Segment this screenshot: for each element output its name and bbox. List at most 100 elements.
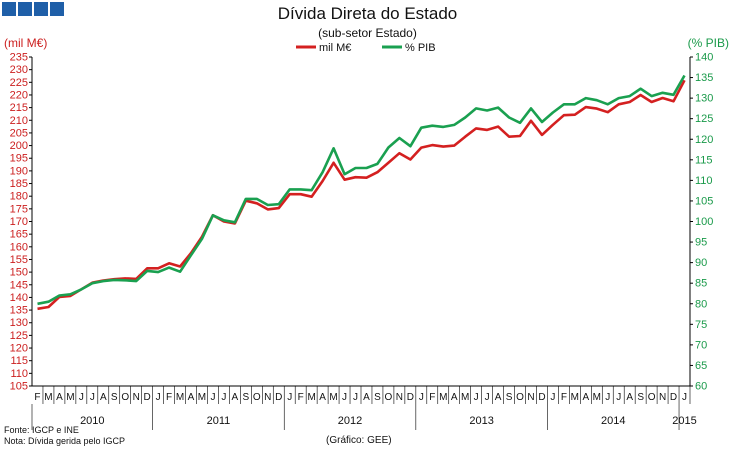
month-tick-label: A <box>232 392 239 403</box>
left-axis-tick-label: 225 <box>10 77 28 89</box>
month-tick-label: J <box>682 392 687 403</box>
left-axis-tick-label: 220 <box>10 89 28 101</box>
left-axis-tick-label: 230 <box>10 64 28 76</box>
month-tick-label: D <box>144 392 151 403</box>
left-axis-tick-label: 110 <box>10 368 28 380</box>
left-axis-tick-label: 200 <box>10 140 28 152</box>
month-tick-label: A <box>363 392 370 403</box>
month-tick-label: A <box>188 392 195 403</box>
right-axis-tick-label: 100 <box>695 216 713 228</box>
pib-series-line <box>37 74 686 306</box>
month-tick-label: S <box>506 392 513 403</box>
left-axis-tick-label: 170 <box>10 216 28 228</box>
month-tick-label: J <box>90 392 95 403</box>
month-tick-label: N <box>659 392 666 403</box>
managed-note: Nota: Dívida gerida pelo IGCP <box>4 436 126 446</box>
month-tick-label: D <box>538 392 545 403</box>
right-axis-tick-label: 85 <box>695 278 707 290</box>
legend-label-debt: mil M€ <box>319 42 351 54</box>
month-tick-label: A <box>319 392 326 403</box>
month-tick-label: F <box>166 392 172 403</box>
chart-credit: (Gráfico: GEE) <box>326 435 392 446</box>
month-tick-label: J <box>550 392 555 403</box>
left-axis-tick-label: 155 <box>10 254 28 266</box>
left-axis-tick-label: 160 <box>10 241 28 253</box>
right-axis-tick-label: 110 <box>695 175 713 187</box>
right-axis-tick-label: 80 <box>695 298 707 310</box>
year-label: 2013 <box>469 415 493 427</box>
month-tick-label: F <box>561 392 567 403</box>
year-label: 2015 <box>672 415 696 427</box>
year-label: 2010 <box>80 415 104 427</box>
right-axis-tick-label: 135 <box>695 72 713 84</box>
month-tick-label: M <box>439 392 447 403</box>
month-tick-label: O <box>516 392 524 403</box>
month-tick-label: J <box>210 392 215 403</box>
month-tick-label: N <box>133 392 140 403</box>
left-axis-tick-label: 215 <box>10 102 28 114</box>
left-axis-tick-label: 140 <box>10 292 28 304</box>
month-tick-label: N <box>264 392 271 403</box>
year-label: 2011 <box>207 415 231 427</box>
logo-block-4 <box>50 2 64 16</box>
left-axis-tick-label: 235 <box>10 52 28 64</box>
month-tick-label: O <box>253 392 261 403</box>
left-axis-tick-label: 135 <box>10 305 28 317</box>
month-tick-label: M <box>593 392 601 403</box>
month-tick-label: S <box>243 392 250 403</box>
month-tick-label: A <box>100 392 107 403</box>
debt-series-line <box>37 79 686 311</box>
left-axis-tick-label: 115 <box>10 355 28 367</box>
month-tick-label: D <box>670 392 677 403</box>
month-tick-label: M <box>571 392 579 403</box>
right-axis-tick-label: 140 <box>695 52 713 64</box>
month-tick-label: M <box>461 392 469 403</box>
month-tick-label: M <box>307 392 315 403</box>
month-tick-label: J <box>485 392 490 403</box>
month-tick-label: S <box>374 392 381 403</box>
month-tick-label: O <box>385 392 393 403</box>
right-axis-tick-label: 125 <box>695 113 713 125</box>
right-axis-tick-label: 95 <box>695 237 707 249</box>
right-axis-tick-label: 75 <box>695 319 707 331</box>
right-axis-tick-label: 105 <box>695 195 713 207</box>
left-axis-tick-label: 185 <box>10 178 28 190</box>
month-tick-label: S <box>637 392 644 403</box>
left-axis-tick-label: 130 <box>10 317 28 329</box>
left-axis-tick-label: 205 <box>10 127 28 139</box>
right-axis-tick-label: 65 <box>695 360 707 372</box>
left-axis-tick-label: 165 <box>10 229 28 241</box>
right-axis-tick-label: 70 <box>695 339 707 351</box>
month-tick-label: A <box>582 392 589 403</box>
month-tick-label: J <box>221 392 226 403</box>
month-tick-label: N <box>396 392 403 403</box>
right-axis-tick-label: 115 <box>695 154 713 166</box>
month-tick-label: A <box>451 392 458 403</box>
left-axis-tick-label: 120 <box>10 343 28 355</box>
month-tick-label: O <box>648 392 656 403</box>
month-tick-label: F <box>298 392 304 403</box>
right-axis-unit: (% PIB) <box>687 36 729 50</box>
month-tick-label: J <box>474 392 479 403</box>
chart-subtitle: (sub-setor Estado) <box>318 26 417 40</box>
month-tick-label: J <box>353 392 358 403</box>
month-tick-label: J <box>342 392 347 403</box>
month-tick-label: N <box>527 392 534 403</box>
month-tick-label: D <box>275 392 282 403</box>
right-axis-tick-label: 120 <box>695 134 713 146</box>
month-tick-label: M <box>66 392 74 403</box>
left-axis-tick-label: 195 <box>10 153 28 165</box>
month-tick-label: O <box>121 392 129 403</box>
month-tick-label: J <box>79 392 84 403</box>
left-axis-tick-label: 180 <box>10 191 28 203</box>
left-axis-tick-label: 190 <box>10 165 28 177</box>
month-tick-label: M <box>329 392 337 403</box>
left-axis-tick-label: 210 <box>10 115 28 127</box>
logo-block-1 <box>2 2 16 16</box>
month-tick-label: J <box>605 392 610 403</box>
month-tick-label: J <box>419 392 424 403</box>
month-tick-label: D <box>407 392 414 403</box>
logo-block-3 <box>34 2 48 16</box>
month-tick-label: J <box>156 392 161 403</box>
